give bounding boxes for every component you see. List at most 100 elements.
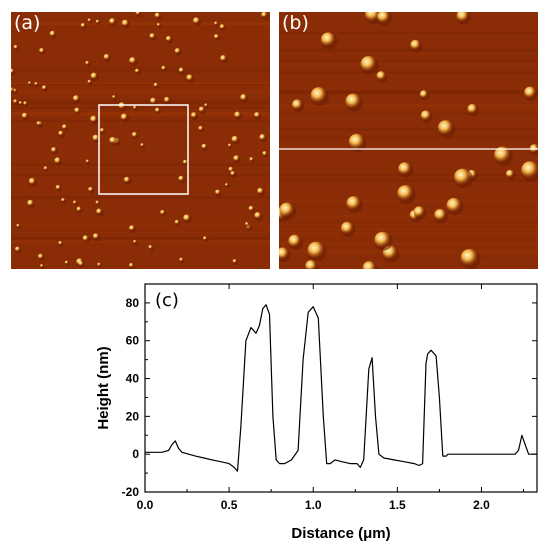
y-tick-label: -20 [122,485,140,499]
particle [377,12,391,24]
particle [96,208,103,215]
particle [374,231,391,249]
y-tick-label: 60 [126,334,140,348]
particle [154,12,161,19]
particle [186,74,194,81]
particle [160,209,165,215]
particle [437,120,454,136]
particle [121,19,129,27]
particle [234,111,241,119]
particle [434,208,447,222]
particle [348,133,365,150]
particle [179,257,184,262]
particle [95,19,100,24]
particle [456,12,470,23]
particle [161,65,166,71]
particle [163,96,171,103]
particle [154,107,160,113]
particle [521,161,538,180]
particle [95,200,100,205]
particle [320,32,336,48]
particle [140,143,144,147]
particle [72,95,80,102]
particle [524,86,537,99]
particle [230,170,236,176]
particle [148,245,153,250]
particle [249,157,254,162]
y-tick-label: 20 [126,409,140,423]
particle [215,189,221,195]
particle [494,146,511,164]
particle [18,101,23,105]
particle [307,241,325,259]
particle [153,82,159,88]
particle [245,222,249,226]
particle [100,128,105,133]
particle [87,18,92,22]
y-tick-label: 80 [126,296,140,310]
y-axis-label: Height (nm) [95,346,112,429]
particle [291,99,303,111]
particle [64,260,69,265]
particle [28,177,36,185]
particle [198,125,204,131]
particle [74,107,80,114]
particle [41,85,47,90]
particle [88,186,94,192]
particle [92,134,100,142]
particle [49,30,56,37]
particle [505,169,515,179]
particle [240,94,247,101]
x-axis-label: Distance (μm) [291,525,390,542]
particle [87,79,92,84]
particle [54,157,61,164]
particle [345,93,362,110]
particle [233,155,240,162]
particle [13,99,18,104]
particle [213,34,219,40]
particle [129,56,137,64]
particle [174,47,181,54]
particle [51,147,57,153]
particle [362,261,377,269]
height-profile-series [145,304,537,472]
particle [34,82,38,86]
particle [178,67,185,73]
particle [183,214,191,222]
particle [376,71,387,81]
particle [23,101,28,106]
particle [156,23,161,27]
particle [43,166,48,171]
particle [305,260,317,269]
particle [37,253,44,260]
zoom-region-box [98,104,189,195]
particle [58,240,63,245]
particle [254,211,262,219]
particle [460,248,479,267]
particle [135,12,141,16]
particle [85,159,90,163]
particle [227,143,232,147]
particle [40,264,44,268]
particle [133,105,137,110]
x-tick-label: 0.0 [137,498,154,512]
particle [259,134,266,141]
particle [231,135,239,143]
particle [55,184,61,190]
height-profile-chart: 0.0 0.5 1.0 1.5 2.0 -20 0 20 40 60 80 Distance (μm)… [95,283,538,542]
x-tick-label: 1.5 [389,498,406,512]
particle [92,233,99,240]
particle [128,225,135,231]
y-tick-label: 40 [126,372,140,386]
afm-background [11,12,270,269]
particle [123,176,131,183]
particle [261,12,268,18]
particle [165,35,172,42]
particle [103,53,110,61]
particle [190,112,197,119]
particle [28,81,32,85]
particle [27,199,34,207]
y-tick-label: 0 [132,447,139,461]
particle [112,95,116,99]
afm-image-b: (b) [279,12,538,269]
